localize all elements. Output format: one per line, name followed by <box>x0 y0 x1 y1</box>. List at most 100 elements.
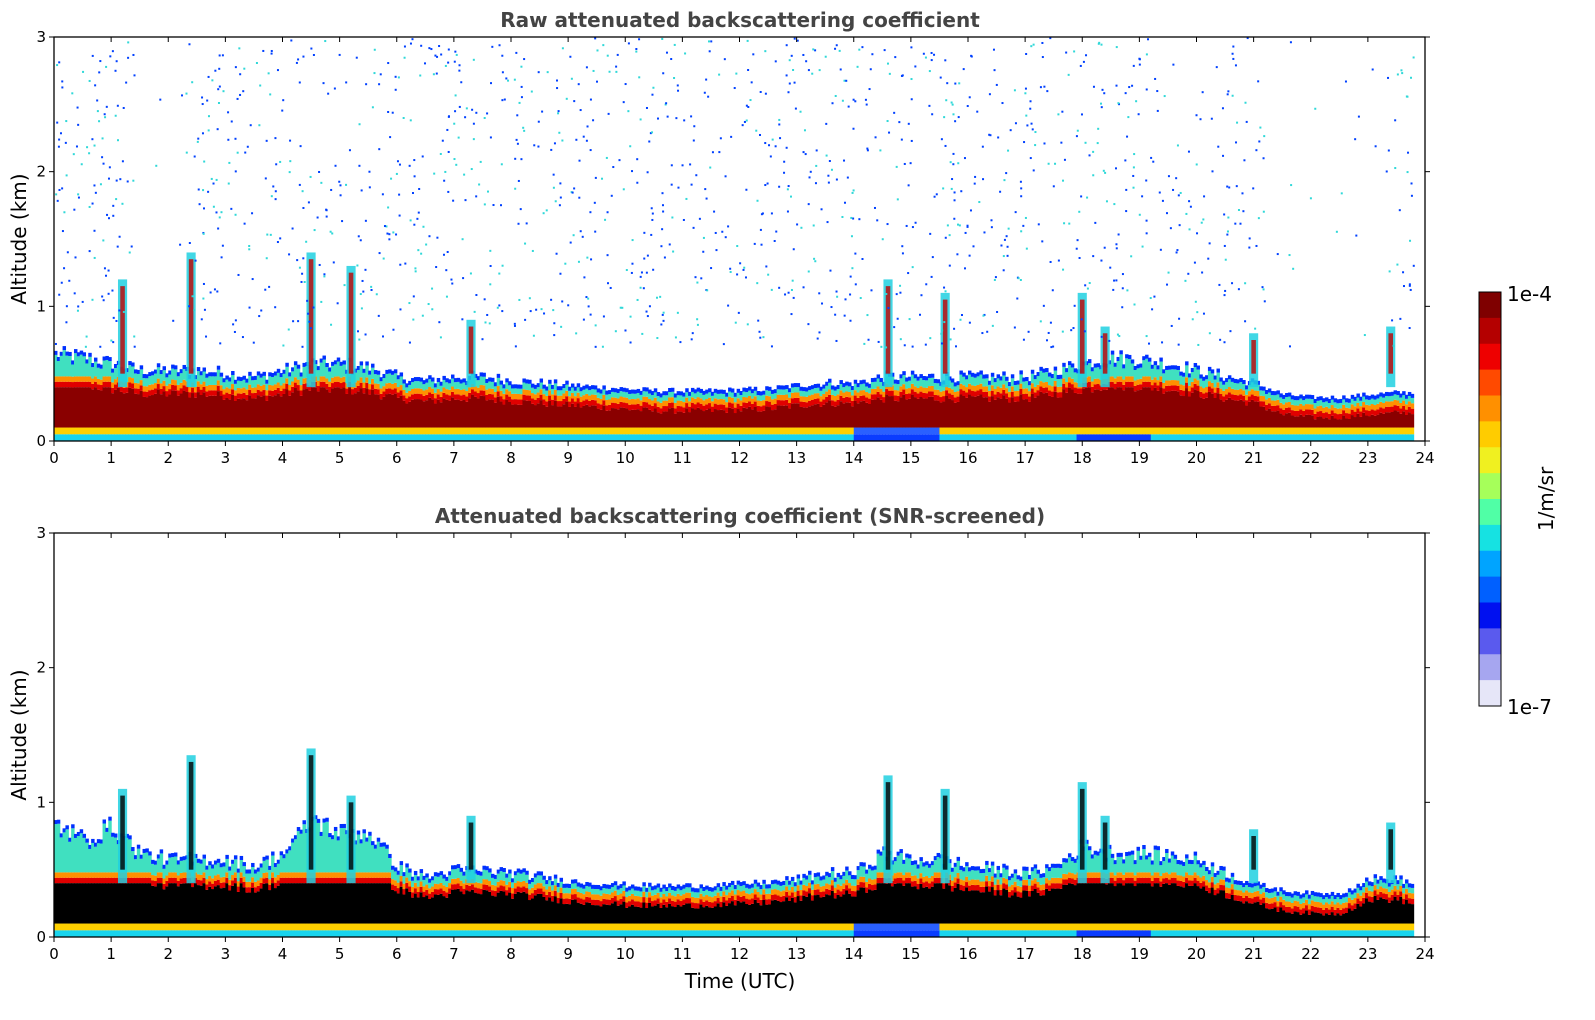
heatmap-column <box>1242 380 1246 441</box>
heatmap-column <box>302 820 306 937</box>
heatmap-column <box>268 865 272 937</box>
heatmap-column <box>530 383 535 441</box>
heatmap-column <box>956 381 961 441</box>
heatmap-column <box>662 884 666 937</box>
heatmap-column <box>828 378 832 441</box>
heatmap-column <box>296 827 301 937</box>
heatmap-column <box>873 377 878 441</box>
heatmap-column <box>145 848 149 937</box>
heatmap-column <box>59 833 64 937</box>
heatmap-column <box>930 373 935 441</box>
heatmap-column <box>408 380 412 441</box>
heatmap-column <box>385 844 389 937</box>
heatmap-column <box>479 372 484 441</box>
colorbar-step <box>1479 576 1501 603</box>
heatmap-column <box>968 867 972 937</box>
heatmap-column <box>362 829 366 937</box>
heatmap-column <box>182 856 186 937</box>
heatmap-column <box>782 880 786 937</box>
heatmap-column <box>545 386 549 441</box>
heatmap-column <box>82 352 87 441</box>
heatmap-column <box>1065 858 1069 937</box>
y-tick-label: 3 <box>36 28 46 46</box>
heatmap-column <box>636 388 641 441</box>
heatmap-column <box>1213 873 1218 937</box>
heatmap-column <box>199 371 204 441</box>
heatmap-column <box>1150 860 1155 937</box>
heatmap-column <box>568 386 572 441</box>
heatmap-column <box>493 874 498 937</box>
heatmap-column <box>573 386 578 441</box>
x-tick-label: 9 <box>563 945 573 963</box>
heatmap-column <box>279 373 284 441</box>
heatmap-column <box>1347 888 1352 937</box>
heatmap-column <box>685 883 689 937</box>
heatmap-column <box>456 864 461 937</box>
heatmap-column <box>416 377 421 441</box>
heatmap-column <box>236 868 241 937</box>
heatmap-column <box>325 817 329 937</box>
heatmap-column <box>442 874 446 937</box>
heatmap-column <box>910 370 915 441</box>
heatmap-column <box>559 877 564 937</box>
heatmap-column <box>76 831 81 937</box>
heatmap-column <box>379 377 384 441</box>
heatmap-column <box>819 386 823 441</box>
heatmap-column <box>425 378 429 441</box>
heatmap-column <box>113 833 118 937</box>
heatmap-column <box>1213 375 1218 441</box>
x-tick-label: 7 <box>449 945 459 963</box>
heatmap-column <box>482 865 486 937</box>
heatmap-column <box>553 379 558 441</box>
heatmap-column <box>491 873 495 937</box>
heatmap-column <box>259 373 264 441</box>
heatmap-column <box>768 884 772 937</box>
heatmap-column <box>710 391 715 441</box>
heatmap-column <box>645 387 649 441</box>
heatmap-column <box>1282 394 1286 441</box>
heatmap-column <box>933 378 938 441</box>
y-tick-label: 2 <box>36 659 46 677</box>
aerosol-plume <box>883 279 893 388</box>
heatmap-column <box>1142 356 1146 441</box>
heatmap-column <box>836 384 841 441</box>
heatmap-column <box>813 384 818 441</box>
heatmap-column <box>1067 853 1072 937</box>
heatmap-column <box>1236 379 1240 441</box>
heatmap-column <box>373 844 378 937</box>
heatmap-column <box>910 860 915 937</box>
heatmap-column <box>893 379 898 441</box>
heatmap-column <box>1036 869 1041 937</box>
heatmap-column <box>139 854 144 937</box>
x-tick-label: 1 <box>106 449 116 467</box>
heatmap-column <box>1353 888 1358 937</box>
aerosol-plume <box>940 292 950 388</box>
heatmap-column <box>562 883 566 937</box>
heatmap-column <box>1096 851 1100 937</box>
heatmap-column <box>870 378 875 441</box>
colorbar-step <box>1479 550 1501 578</box>
heatmap-column <box>853 875 858 937</box>
heatmap-column <box>756 882 761 937</box>
heatmap-column <box>111 368 115 441</box>
heatmap-column <box>1282 890 1286 937</box>
heatmap-column <box>1259 386 1263 441</box>
heatmap-column <box>973 373 978 441</box>
heatmap-column <box>768 386 772 441</box>
x-tick-label: 21 <box>1244 945 1263 963</box>
x-tick-label: 24 <box>1415 449 1434 467</box>
heatmap-column <box>1127 354 1132 441</box>
heatmap-column <box>273 371 278 441</box>
heatmap-column <box>839 875 843 937</box>
aerosol-plume <box>1100 326 1110 388</box>
heatmap-column <box>1239 378 1243 441</box>
heatmap-column <box>1187 373 1192 441</box>
heatmap-column <box>1227 375 1232 441</box>
heatmap-column <box>1145 855 1149 937</box>
aerosol-plume <box>466 319 476 388</box>
heatmap-column <box>765 386 769 441</box>
heatmap-column <box>659 393 663 441</box>
heatmap-column <box>670 885 675 937</box>
heatmap-column <box>530 877 535 937</box>
heatmap-column <box>716 389 721 441</box>
